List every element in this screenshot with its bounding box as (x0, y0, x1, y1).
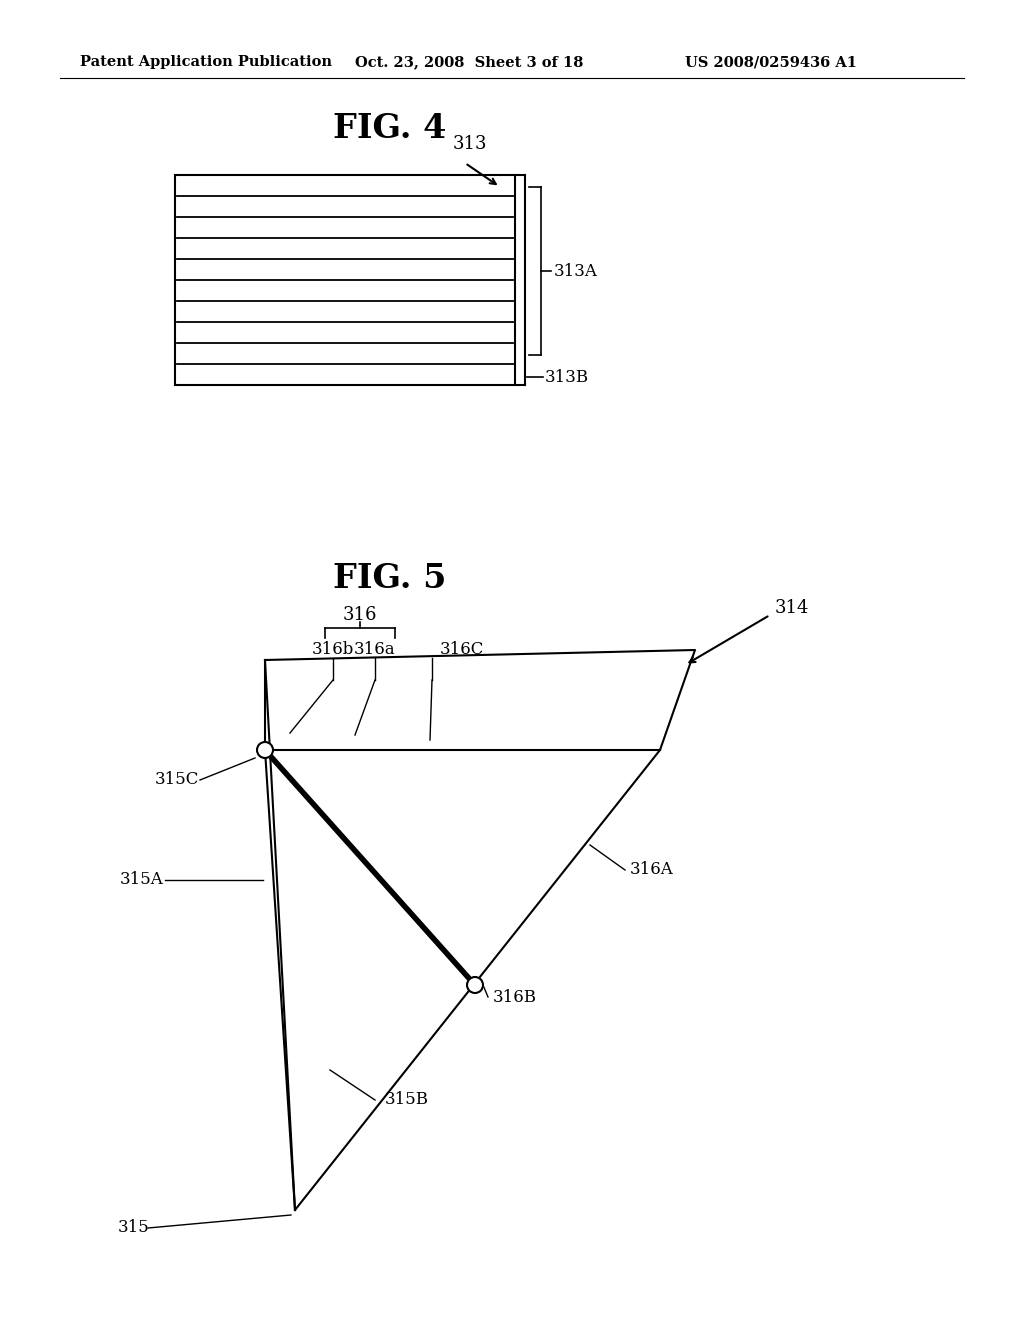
Text: 313A: 313A (554, 263, 598, 280)
Text: Oct. 23, 2008  Sheet 3 of 18: Oct. 23, 2008 Sheet 3 of 18 (355, 55, 584, 69)
Text: 315A: 315A (120, 871, 164, 888)
Text: 316a: 316a (354, 642, 396, 659)
Text: 313B: 313B (545, 370, 589, 387)
Circle shape (467, 977, 483, 993)
Text: 315B: 315B (385, 1092, 429, 1109)
Text: 316: 316 (343, 606, 377, 624)
Text: 316b: 316b (312, 642, 354, 659)
Text: 315: 315 (118, 1220, 150, 1237)
Text: 316A: 316A (630, 862, 674, 879)
Text: FIG. 5: FIG. 5 (334, 561, 446, 594)
Text: 316B: 316B (493, 989, 537, 1006)
Text: FIG. 4: FIG. 4 (334, 111, 446, 144)
Circle shape (257, 742, 273, 758)
Text: 313: 313 (453, 135, 487, 153)
Text: US 2008/0259436 A1: US 2008/0259436 A1 (685, 55, 857, 69)
Text: 316C: 316C (440, 642, 484, 659)
Text: 314: 314 (775, 599, 809, 616)
Text: 315C: 315C (155, 771, 200, 788)
Text: Patent Application Publication: Patent Application Publication (80, 55, 332, 69)
Bar (175, 176, 515, 385)
